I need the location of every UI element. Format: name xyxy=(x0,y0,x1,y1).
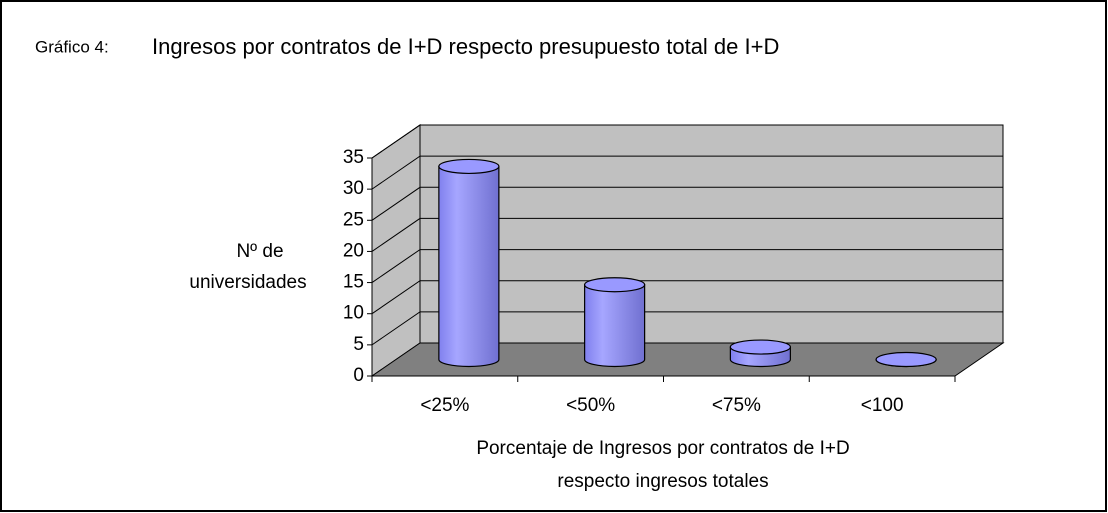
chart-title: Ingresos por contratos de I+D respecto p… xyxy=(152,34,779,59)
y-tick-label: 25 xyxy=(343,209,364,230)
grid-line xyxy=(371,249,1003,283)
y-tick-label: 10 xyxy=(343,303,364,324)
grid-line xyxy=(371,311,1003,346)
bar-side xyxy=(584,284,646,368)
back-wall xyxy=(419,124,1004,344)
x-tick-label: <75% xyxy=(712,395,761,416)
bar xyxy=(875,351,937,368)
y-tick-label: 35 xyxy=(343,147,364,168)
x-axis-title: Porcentaje de Ingresos por contratos de … xyxy=(476,438,849,459)
grid-line xyxy=(371,124,1003,159)
grid-line xyxy=(371,217,1003,252)
x-tick-label: <50% xyxy=(566,395,615,416)
y-tick-label: 30 xyxy=(343,178,364,199)
y-tick-label: 20 xyxy=(343,240,364,261)
grid-line xyxy=(371,155,1003,190)
y-axis-title: universidades xyxy=(189,272,306,293)
bar xyxy=(729,339,791,368)
y-tick-label: 15 xyxy=(343,272,364,293)
side-wall xyxy=(371,124,421,377)
bar-top xyxy=(438,158,500,175)
bar xyxy=(438,158,500,368)
y-tick-label: 5 xyxy=(353,334,364,355)
bar-side xyxy=(438,165,500,368)
x-tick-label: <25% xyxy=(420,395,469,416)
figure-label: Gráfico 4: xyxy=(35,37,109,56)
grid-line xyxy=(371,280,1003,315)
y-tick-label: 0 xyxy=(353,365,364,386)
bar-top xyxy=(584,277,646,293)
bar-top xyxy=(729,339,791,355)
bar-top xyxy=(875,351,937,368)
grid-line xyxy=(371,186,1003,221)
x-axis-title: respecto ingresos totales xyxy=(557,471,768,492)
x-tick-label: <100 xyxy=(861,395,904,416)
y-axis-title: Nº de xyxy=(236,241,283,262)
bar xyxy=(584,277,646,368)
